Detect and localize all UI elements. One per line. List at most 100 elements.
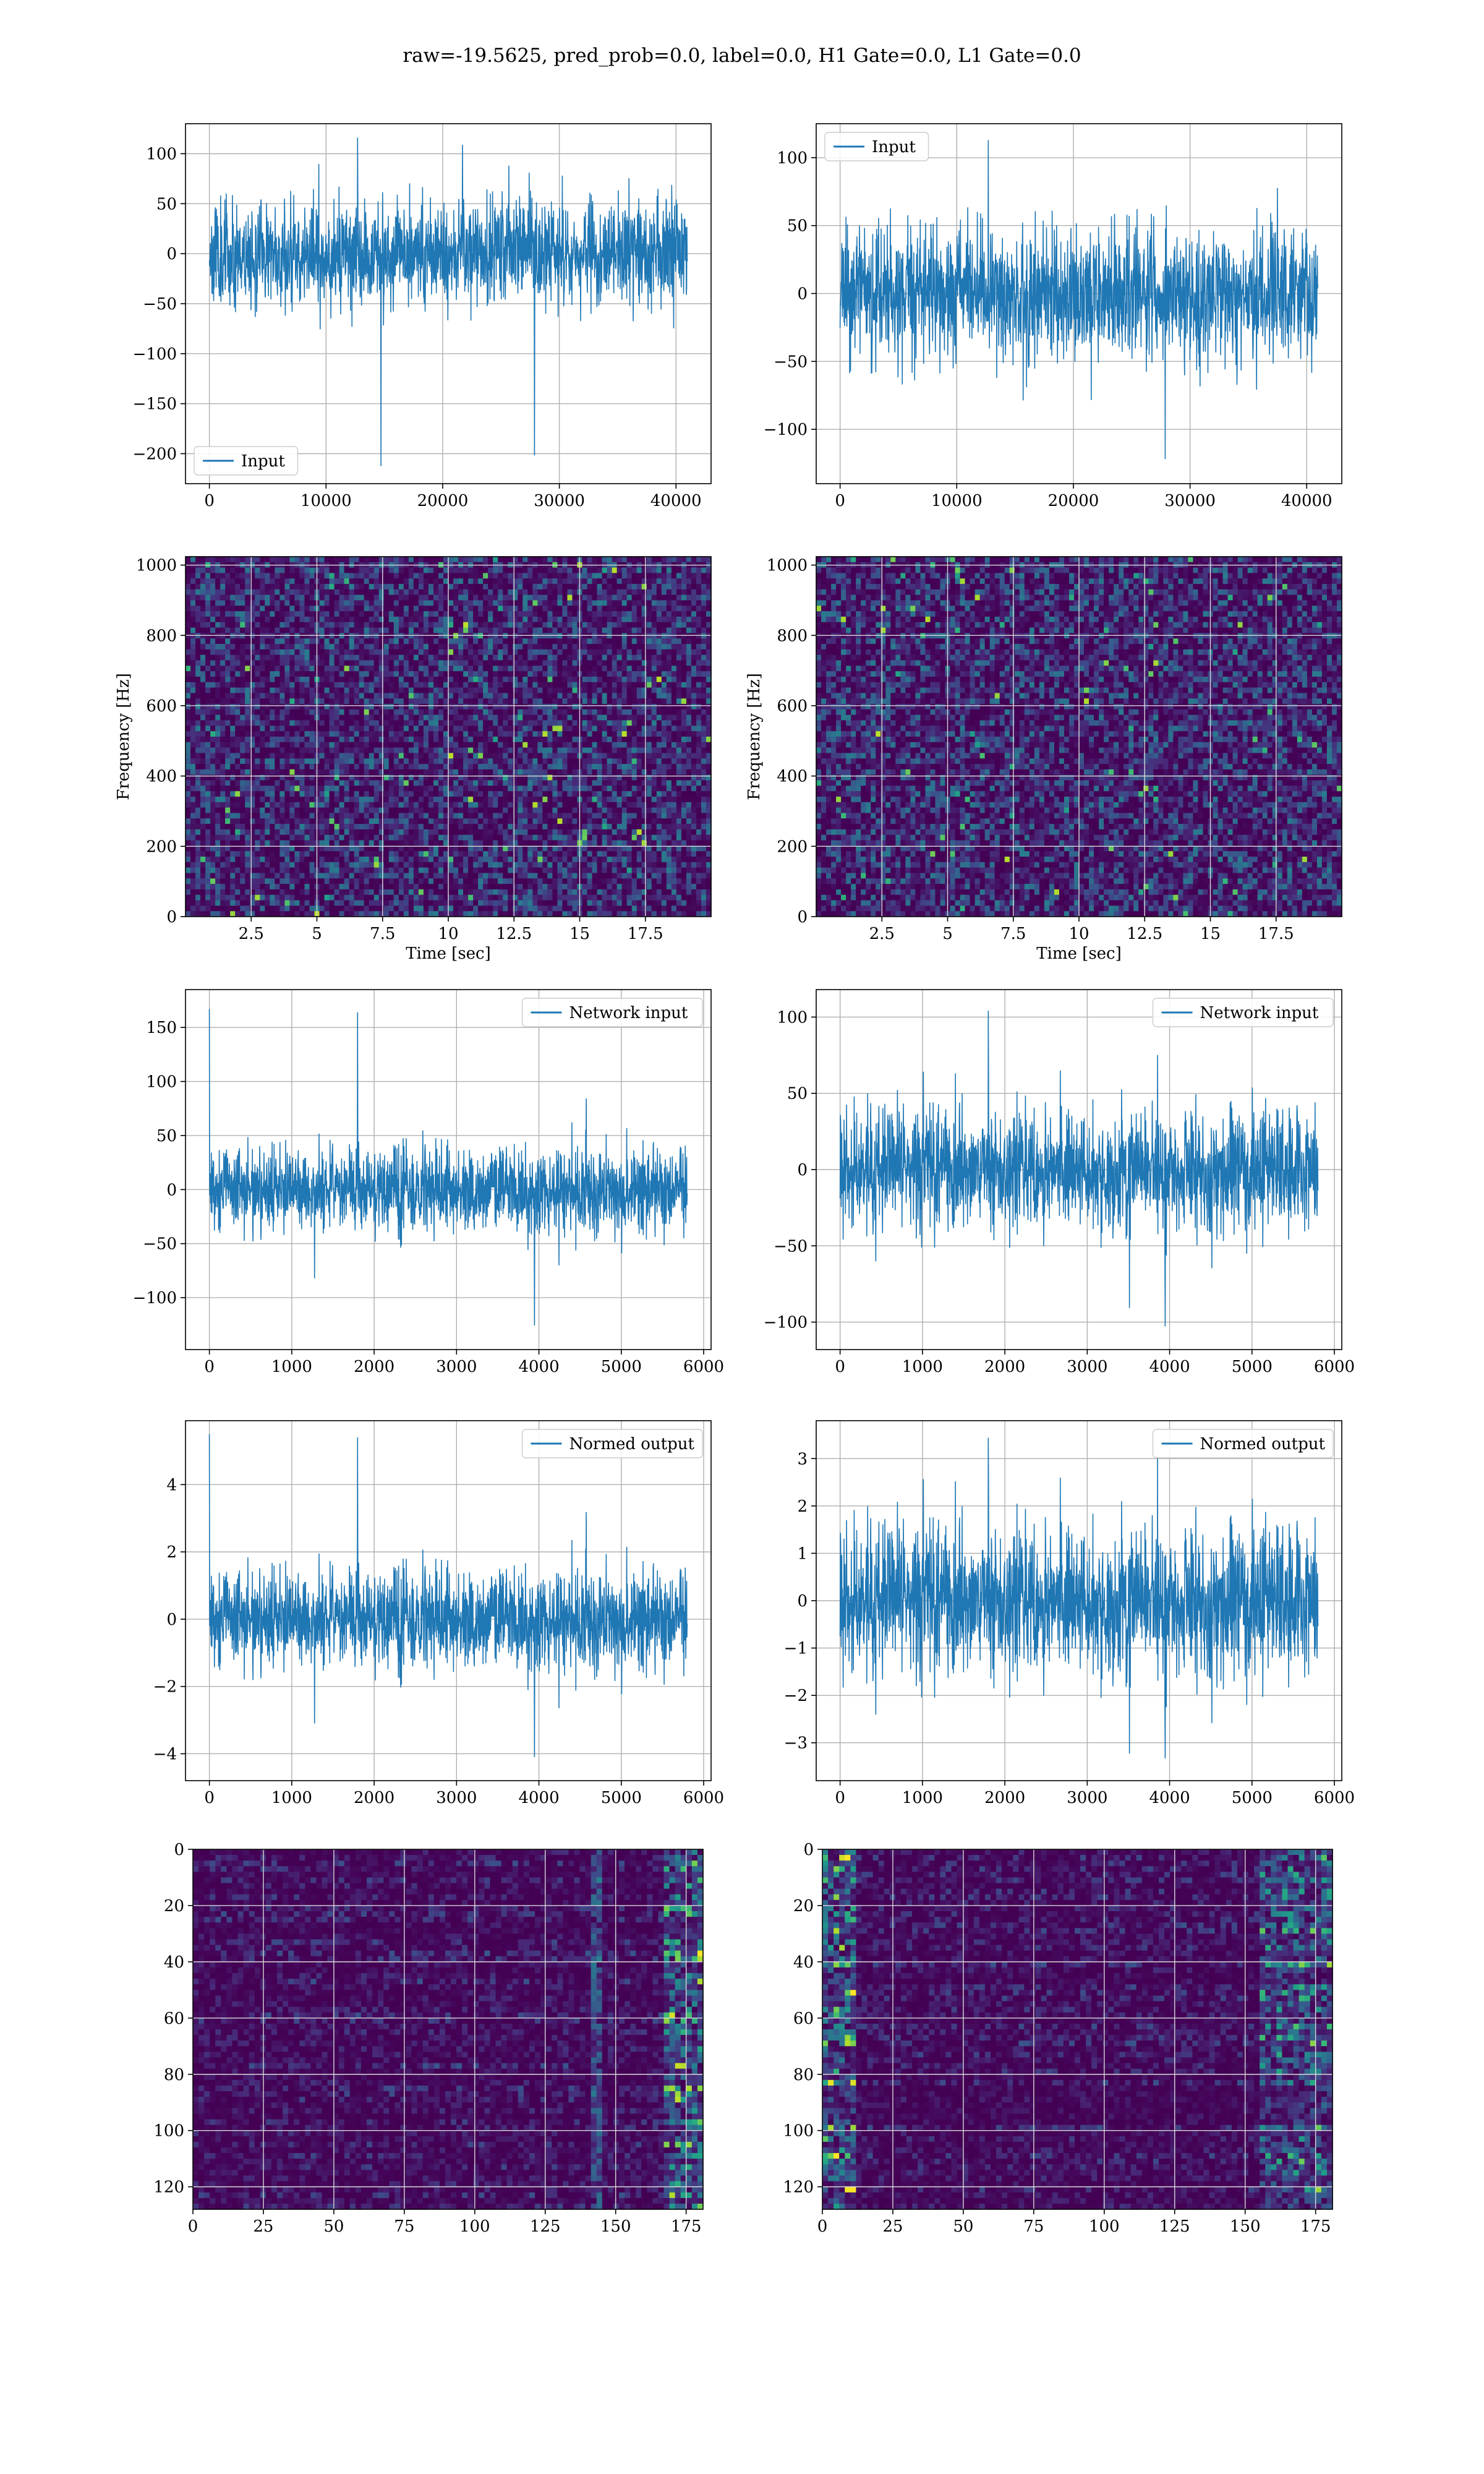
heatmap-cell xyxy=(498,862,503,868)
heatmap-cell xyxy=(304,644,310,649)
heatmap-cell xyxy=(270,857,275,862)
heatmap-cell xyxy=(527,726,533,731)
heatmap-cell xyxy=(513,644,518,649)
heatmap-cell xyxy=(210,671,216,677)
heatmap-cell xyxy=(429,649,434,655)
heatmap-cell xyxy=(478,671,484,677)
heatmap-cell xyxy=(260,611,265,617)
heatmap-cell xyxy=(532,633,538,638)
heatmap-cell xyxy=(468,633,474,638)
heatmap-cell xyxy=(424,824,429,829)
heatmap-cell xyxy=(374,715,380,721)
heatmap-cell xyxy=(493,753,498,758)
heatmap-cell xyxy=(339,813,345,818)
heatmap-cell xyxy=(488,737,493,742)
heatmap-cell xyxy=(522,671,528,677)
heatmap-cell xyxy=(265,721,270,726)
heatmap-cell xyxy=(265,785,270,791)
heatmap-cell xyxy=(527,584,533,589)
heatmap-cell xyxy=(190,611,196,617)
heatmap-cell xyxy=(433,764,439,769)
heatmap-cell xyxy=(250,557,255,562)
heatmap-cell xyxy=(518,791,523,797)
heatmap-cell xyxy=(518,901,523,906)
heatmap-cell xyxy=(483,742,488,748)
heatmap-cell xyxy=(250,638,255,644)
heatmap-cell xyxy=(537,753,543,758)
heatmap-cell xyxy=(200,824,206,829)
heatmap-cell xyxy=(508,895,513,901)
heatmap-cell xyxy=(289,644,295,649)
heatmap-cell xyxy=(215,911,221,917)
heatmap-cell xyxy=(339,704,345,709)
heatmap-cell xyxy=(279,661,285,666)
heatmap-cell xyxy=(190,884,196,889)
heatmap-cell xyxy=(200,873,206,878)
heatmap-cell xyxy=(270,835,275,841)
heatmap-cell xyxy=(453,661,459,666)
heatmap-cell xyxy=(240,622,245,628)
heatmap-cell xyxy=(478,873,484,878)
heatmap-cell xyxy=(473,568,479,573)
heatmap-cell xyxy=(289,797,295,802)
heatmap-cell xyxy=(394,584,399,589)
heatmap-cell xyxy=(294,666,300,671)
heatmap-cell xyxy=(522,698,528,704)
heatmap-cell xyxy=(527,905,533,911)
heatmap-cell xyxy=(473,628,479,633)
heatmap-cell xyxy=(299,764,305,769)
heatmap-cell xyxy=(399,638,404,644)
heatmap-cell xyxy=(279,557,285,562)
heatmap-cell xyxy=(493,715,498,721)
heatmap-cell xyxy=(215,808,221,813)
heatmap-cell xyxy=(330,857,335,862)
heatmap-cell xyxy=(205,884,211,889)
heatmap-cell xyxy=(235,895,241,901)
heatmap-cell xyxy=(235,835,241,841)
heatmap-cell xyxy=(294,661,300,666)
heatmap-cell xyxy=(364,818,370,824)
heatmap-cell xyxy=(483,895,488,901)
heatmap-cell xyxy=(294,649,300,655)
heatmap-cell xyxy=(508,589,513,595)
heatmap-cell xyxy=(498,895,503,901)
heatmap-cell xyxy=(488,748,493,753)
heatmap-cell xyxy=(190,649,196,655)
heatmap-cell xyxy=(186,633,191,638)
heatmap-cell xyxy=(532,601,538,606)
heatmap-cell xyxy=(294,868,300,873)
heatmap-cell xyxy=(265,698,270,704)
heatmap-cell xyxy=(478,661,484,666)
heatmap-cell xyxy=(250,742,255,748)
heatmap-cell xyxy=(284,737,290,742)
heatmap-cell xyxy=(424,698,429,704)
heatmap-cell xyxy=(275,589,280,595)
heatmap-cell xyxy=(458,889,464,895)
heatmap-cell xyxy=(399,884,404,889)
heatmap-cell xyxy=(245,601,250,606)
heatmap-cell xyxy=(433,611,439,617)
heatmap-cell xyxy=(210,688,216,693)
heatmap-cell xyxy=(448,841,454,846)
heatmap-cell xyxy=(325,737,330,742)
heatmap-cell xyxy=(483,704,488,709)
heatmap-cell xyxy=(205,791,211,797)
heatmap-cell xyxy=(289,862,295,868)
heatmap-cell xyxy=(513,895,518,901)
heatmap-cell xyxy=(190,895,196,901)
heatmap-cell xyxy=(330,715,335,721)
heatmap-cell xyxy=(503,617,508,622)
heatmap-cell xyxy=(414,611,419,617)
heatmap-cell xyxy=(493,578,498,584)
heatmap-cell xyxy=(532,644,538,649)
heatmap-cell xyxy=(265,737,270,742)
heatmap-cell xyxy=(409,661,414,666)
heatmap-cell xyxy=(330,764,335,769)
heatmap-cell xyxy=(265,791,270,797)
heatmap-cell xyxy=(419,813,424,818)
heatmap-cell xyxy=(433,698,439,704)
heatmap-cell xyxy=(429,666,434,671)
heatmap-cell xyxy=(438,753,444,758)
heatmap-cell xyxy=(453,824,459,829)
heatmap-cell xyxy=(255,682,260,688)
